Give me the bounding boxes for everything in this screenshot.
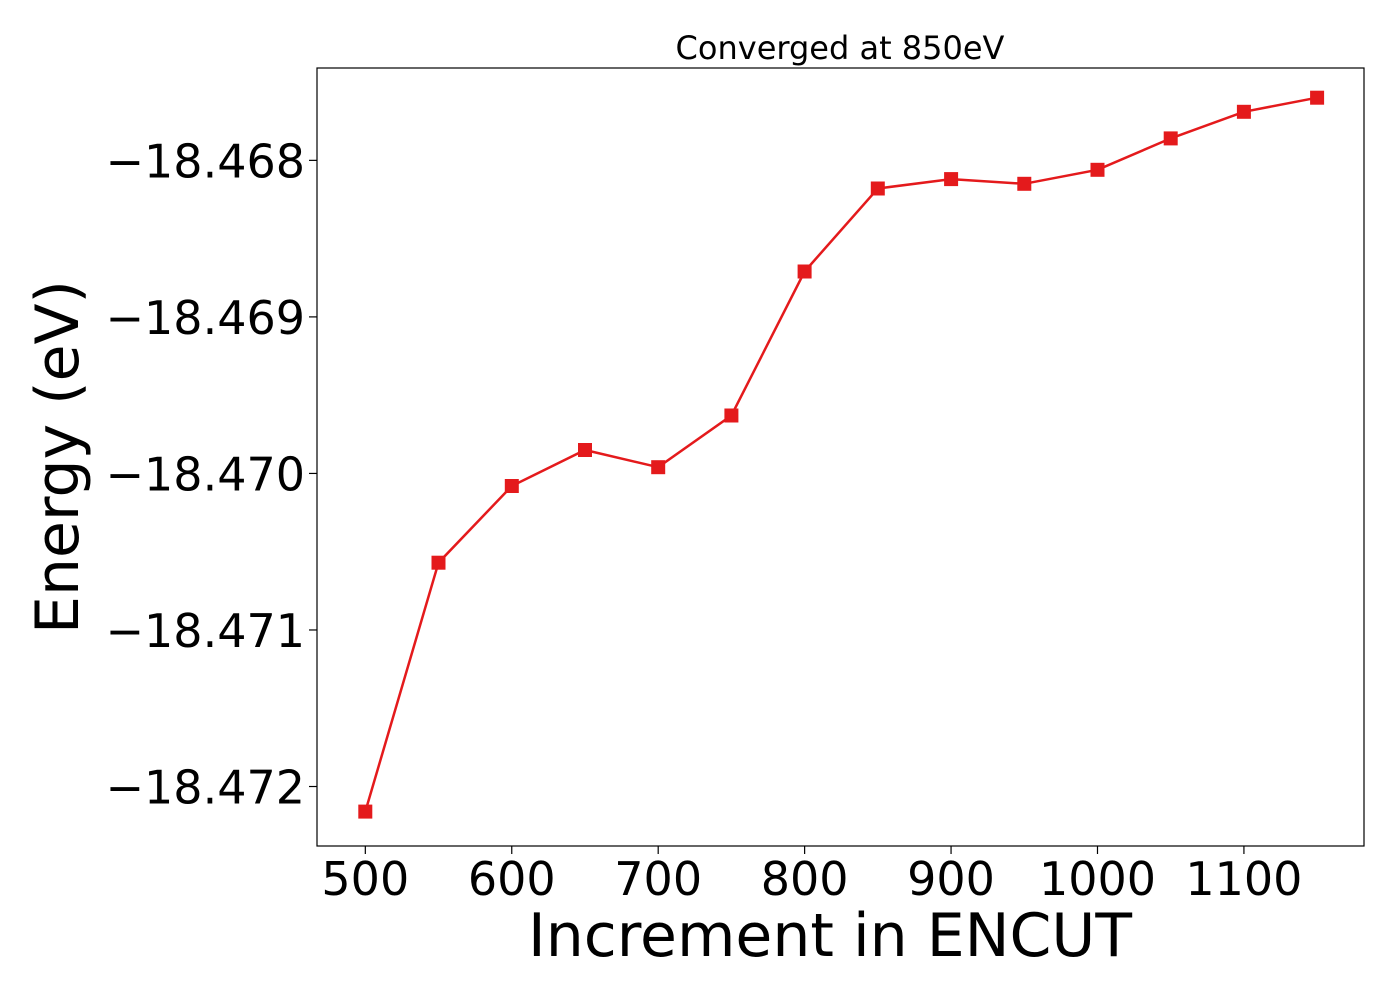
y-tick-label: −18.469 bbox=[106, 291, 306, 345]
data-point bbox=[724, 408, 739, 423]
data-point bbox=[944, 172, 959, 187]
series-layer bbox=[358, 90, 1325, 819]
chart-title: Converged at 850eV bbox=[676, 29, 1005, 67]
data-point bbox=[797, 264, 812, 279]
x-tick-label: 1000 bbox=[1039, 852, 1156, 906]
data-point bbox=[431, 555, 446, 570]
plot-frame bbox=[316, 67, 1365, 847]
y-tick-label: −18.472 bbox=[106, 761, 306, 815]
x-tick-label: 800 bbox=[761, 852, 849, 906]
data-point bbox=[358, 804, 373, 819]
y-axis-label: Energy (eV) bbox=[23, 280, 93, 634]
data-point bbox=[1090, 162, 1105, 177]
data-point bbox=[870, 181, 885, 196]
data-point bbox=[504, 479, 519, 493]
series-line bbox=[364, 96, 1318, 812]
x-axis-ticks: 500 600 700 800 900 1000 1100 bbox=[321, 846, 1302, 906]
data-point bbox=[1236, 104, 1251, 119]
x-axis-label: Increment in ENCUT bbox=[528, 901, 1132, 971]
x-tick-label: 500 bbox=[321, 852, 409, 906]
y-tick-label: −18.468 bbox=[106, 134, 306, 188]
data-point bbox=[1017, 176, 1032, 191]
y-axis-ticks: −18.468 −18.469 −18.470 −18.471 −18.472 bbox=[106, 134, 317, 815]
data-point bbox=[1163, 131, 1178, 146]
x-tick-label: 1100 bbox=[1185, 852, 1302, 906]
y-tick-label: −18.471 bbox=[106, 604, 306, 658]
x-tick-label: 700 bbox=[614, 852, 702, 906]
y-tick-label: −18.470 bbox=[106, 447, 306, 501]
data-point bbox=[651, 460, 666, 475]
data-point bbox=[1310, 90, 1325, 105]
x-tick-label: 600 bbox=[468, 852, 556, 906]
x-tick-label: 900 bbox=[907, 852, 995, 906]
data-point bbox=[578, 443, 592, 457]
